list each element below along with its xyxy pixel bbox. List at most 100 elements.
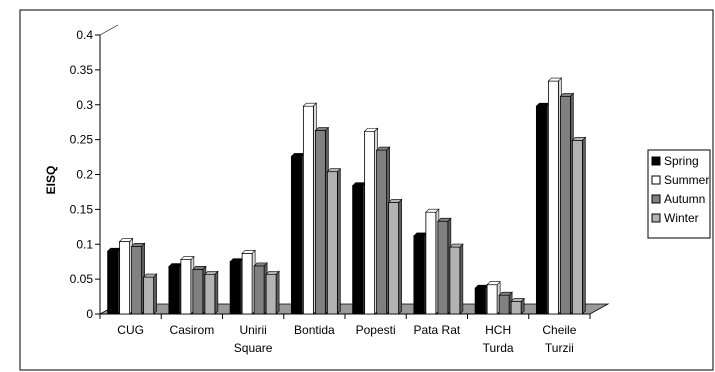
bar-front <box>168 266 180 315</box>
bar-front <box>547 80 559 315</box>
bar-side <box>275 270 280 315</box>
bar-autumn <box>253 262 268 315</box>
bar-front <box>253 265 265 315</box>
bar-autumn <box>192 265 207 315</box>
bar-spring <box>535 102 551 315</box>
back-wall-left-edge <box>99 24 119 36</box>
bar-side <box>582 136 586 315</box>
bar-summer <box>241 249 256 315</box>
bar-front <box>192 268 204 315</box>
legend-swatch-autumn <box>651 194 661 204</box>
bar-autumn <box>498 291 513 315</box>
bar-top <box>142 273 158 278</box>
bar-front <box>376 149 388 315</box>
bar-side <box>153 273 157 315</box>
bar-front <box>425 211 437 315</box>
bar-spring <box>168 262 183 315</box>
bar-top <box>449 243 464 248</box>
bar-autumn <box>130 242 146 315</box>
bar-autumn <box>559 92 575 315</box>
bar-front <box>314 130 326 315</box>
legend-swatch-winter <box>651 213 661 223</box>
bar-front <box>571 139 583 315</box>
legend-label-summer: Summer <box>664 173 709 187</box>
bar-front <box>437 220 449 315</box>
bar-winter <box>204 270 219 315</box>
y-tick-label: 0.2 <box>76 168 93 182</box>
bar-side <box>398 198 402 315</box>
bar-front <box>229 261 241 315</box>
bar-front <box>204 273 216 315</box>
x-tick-label: HCH <box>485 323 511 337</box>
bar-top <box>326 168 342 173</box>
legend-swatch-summer <box>651 175 661 185</box>
bar-top <box>437 217 452 222</box>
bar-front <box>290 155 302 315</box>
bar-winter <box>265 270 280 315</box>
x-tick-label: Pata Rat <box>414 323 461 337</box>
x-tick-label: Cheile <box>542 323 576 337</box>
bar-spring <box>229 257 244 315</box>
bar-front <box>241 252 253 315</box>
bar-front <box>131 245 143 315</box>
y-tick-label: 0.25 <box>70 133 94 147</box>
bar-winter <box>326 167 342 315</box>
bar-spring <box>474 284 489 315</box>
y-tick-label: 0.1 <box>76 237 93 251</box>
bar-front <box>119 241 131 315</box>
bar-summer <box>118 237 134 315</box>
bar-spring <box>351 181 367 315</box>
bar-front <box>107 250 119 315</box>
bar-front <box>498 294 510 315</box>
bar-front <box>413 235 425 315</box>
bar-autumn <box>314 126 330 315</box>
bar-front <box>535 105 547 315</box>
x-tick-label: Casirom <box>170 323 215 337</box>
bar-front <box>510 301 522 315</box>
bar-top <box>118 238 134 242</box>
bar-summer <box>180 255 195 315</box>
bar-top <box>302 102 318 107</box>
y-ticks: 0 0.05 0.1 0.15 0.2 0.25 0.3 0.35 0.4 <box>70 28 100 321</box>
x-tick-label: Popesti <box>356 323 396 337</box>
bar-front <box>474 287 486 315</box>
bar-summer <box>302 102 318 315</box>
bar-front <box>143 276 155 315</box>
bar-top <box>425 208 440 213</box>
bar-front <box>180 259 192 315</box>
bar-front <box>302 105 314 315</box>
bar-winter <box>387 198 403 315</box>
x-tick-label: Turda <box>483 341 514 355</box>
bar-top <box>510 298 525 302</box>
y-tick-label: 0.3 <box>76 98 93 112</box>
y-tick-label: 0 <box>86 307 93 321</box>
bar-front <box>352 185 364 315</box>
bar-top <box>204 270 219 275</box>
bar-autumn <box>437 217 452 315</box>
bar-side <box>214 270 219 315</box>
x-tick-label: Turzii <box>545 341 574 355</box>
bar-side <box>337 167 341 315</box>
bar-top <box>559 93 575 97</box>
bars <box>106 77 587 315</box>
y-tick-label: 0.15 <box>70 202 94 216</box>
bar-autumn <box>375 146 391 315</box>
bar-summer <box>486 280 501 315</box>
bar-top <box>486 281 501 286</box>
bar-top <box>571 137 587 141</box>
x-tick-label: Square <box>234 341 273 355</box>
bar-side <box>459 243 464 315</box>
bar-spring <box>106 247 122 315</box>
y-tick-label: 0.05 <box>70 272 94 286</box>
legend-label-winter: Winter <box>664 211 699 225</box>
chart-frame <box>19 9 714 371</box>
bar-front <box>364 130 376 315</box>
bar-top <box>192 266 207 270</box>
bar-front <box>388 201 400 315</box>
bar-winter <box>571 136 587 315</box>
bar-top <box>180 256 195 260</box>
bar-front <box>486 284 498 315</box>
bar-front <box>559 95 571 315</box>
bar-top <box>241 250 256 254</box>
